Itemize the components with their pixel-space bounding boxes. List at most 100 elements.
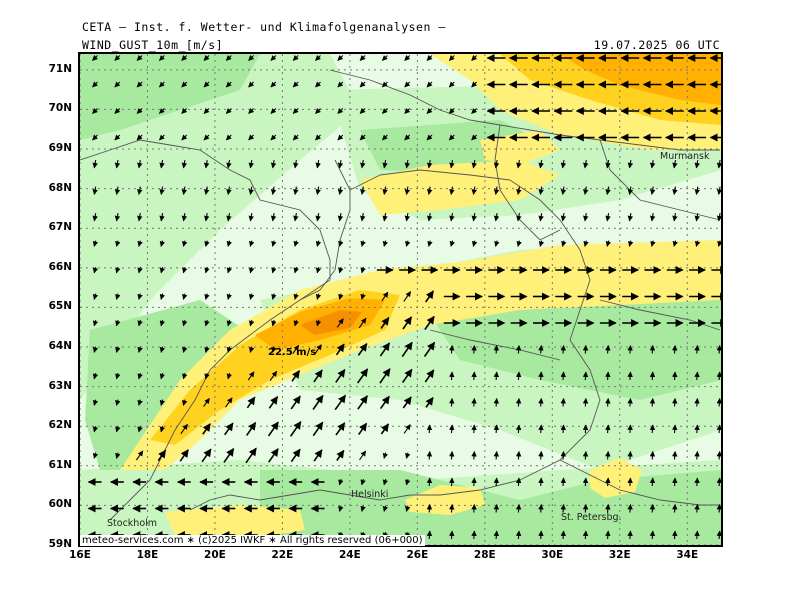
wind-arrow (471, 503, 477, 513)
wind-arrow (605, 397, 611, 407)
wind-arrow (471, 397, 477, 407)
organization-title: CETA — Inst. f. Wetter- und Klimafolgena… (82, 20, 446, 34)
copyright-credit: meteo-services.com ∗ (c)2025 IWKF ∗ All … (80, 535, 425, 546)
latitude-label: 61N (48, 458, 72, 471)
wind-arrow (360, 293, 366, 300)
wind-arrow (359, 81, 366, 88)
wind-arrow (404, 108, 411, 114)
wind-arrow (627, 160, 634, 169)
wind-arrow (671, 530, 678, 540)
wind-arrow (315, 293, 322, 300)
wind-arrow (627, 344, 633, 354)
wind-arrow (293, 160, 299, 169)
parameter-label: WIND_GUST_10m_[m/s] (82, 38, 224, 52)
wind-arrow (159, 399, 166, 406)
wind-arrow (426, 213, 433, 222)
wind-arrow (226, 266, 232, 274)
wind-arrow (605, 213, 611, 222)
wind-arrow (159, 372, 166, 380)
wind-arrow (181, 134, 188, 141)
wind-arrow (137, 425, 143, 433)
wind-arrow (516, 213, 522, 222)
wind-arrow (382, 55, 388, 61)
wind-arrow (426, 81, 433, 88)
wind-arrow (226, 186, 232, 195)
wind-arrow (92, 293, 99, 300)
latitude-label: 67N (48, 221, 72, 234)
wind-arrow (493, 450, 500, 460)
wind-arrow (179, 449, 189, 462)
wind-arrow (716, 503, 721, 513)
wind-arrow (493, 424, 500, 434)
wind-arrow (672, 186, 678, 195)
wind-arrow (204, 372, 210, 380)
wind-arrow (605, 371, 611, 381)
wind-arrow (560, 160, 567, 169)
longitude-label: 22E (271, 549, 294, 561)
wind-arrow (717, 240, 721, 247)
wind-arrow (92, 240, 99, 247)
wind-arrow (357, 368, 369, 384)
wind-arrow (649, 397, 656, 407)
wind-arrow (694, 397, 700, 407)
longitude-label: 28E (473, 549, 496, 561)
wind-arrow (448, 371, 455, 381)
wind-arrow (335, 343, 345, 356)
wind-arrow (516, 160, 522, 169)
wind-arrow (382, 108, 388, 114)
wind-arrow (224, 422, 234, 436)
wind-arrow (114, 134, 121, 141)
wind-arrow (649, 477, 656, 487)
wind-arrow (270, 160, 277, 169)
wind-arrow (315, 186, 321, 195)
wind-arrow (181, 186, 188, 195)
city-label-murmansk: Murmansk (660, 151, 710, 162)
wind-arrow (338, 266, 344, 274)
wind-arrow (360, 186, 366, 195)
wind-arrow (402, 396, 412, 409)
wind-arrow (291, 370, 301, 382)
wind-arrow (159, 81, 165, 88)
wind-arrow (582, 530, 589, 540)
wind-arrow (401, 341, 413, 358)
wind-arrow (204, 240, 210, 247)
wind-arrow (225, 55, 232, 61)
wind-arrow (269, 370, 278, 382)
wind-arrow (449, 213, 455, 222)
wind-arrow (268, 448, 279, 463)
wind-arrow (404, 160, 411, 169)
wind-arrow (672, 213, 678, 222)
wind-arrow (114, 55, 121, 61)
wind-arrow (649, 344, 656, 354)
wind-arrow (716, 450, 721, 460)
wind-arrow (493, 213, 500, 222)
wind-arrow (136, 134, 143, 141)
wind-arrow (137, 399, 143, 406)
wind-arrow (114, 81, 121, 88)
wind-arrow (292, 81, 299, 88)
wind-arrow (403, 424, 411, 434)
wind-arrow (292, 55, 299, 61)
wind-arrow (336, 318, 344, 328)
wind-arrow (92, 266, 99, 274)
wind-arrow (315, 240, 322, 247)
wind-arrow (225, 81, 232, 88)
wind-arrow (357, 342, 368, 356)
wind-arrow (136, 108, 143, 114)
wind-arrow (270, 213, 277, 222)
wind-arrow (159, 134, 165, 141)
wind-arrow (248, 266, 255, 274)
wind-arrow (159, 108, 165, 114)
wind-arrow (92, 319, 99, 327)
wind-arrow (115, 346, 121, 353)
wind-arrow (605, 503, 611, 513)
wind-arrow (382, 505, 389, 512)
wind-arrow (114, 186, 121, 195)
wind-arrow (627, 450, 633, 460)
wind-arrow (538, 186, 544, 195)
wind-arrow (245, 447, 257, 464)
wind-arrow (716, 397, 721, 407)
wind-arrow (181, 55, 188, 61)
wind-arrow (223, 447, 235, 463)
